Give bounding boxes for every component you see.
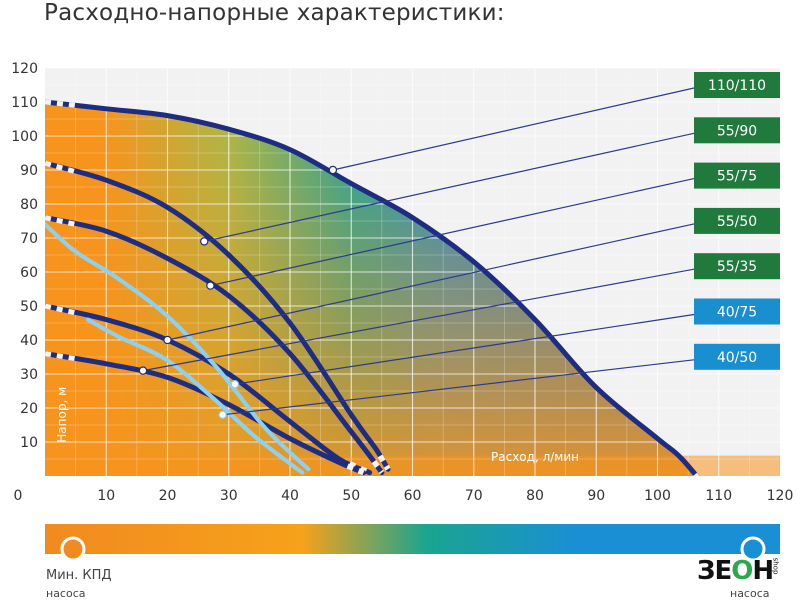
curve-marker (218, 410, 227, 419)
curve-marker (206, 281, 215, 290)
legend-badge-55-90: 55/90 (694, 117, 780, 144)
x-tick-label: 10 (97, 488, 115, 504)
tick-labels: 10 20 30 40 50 60 70 80 90 100 110 120 0 10 20 30 40 50 60… (11, 61, 793, 504)
min-efficiency-label: Мин. КПД насоса (46, 568, 112, 601)
legend-badge-40-75: 40/75 (694, 298, 780, 325)
logo-part-o: О (731, 556, 753, 586)
legend-badge-label: 40/50 (717, 350, 757, 366)
fill-bottom-band (45, 102, 719, 476)
legend-badge-55-35: 55/35 (694, 253, 780, 280)
leader-line (210, 178, 695, 287)
y-tick-label: 60 (20, 265, 38, 281)
x-tick-label: 50 (342, 488, 360, 504)
min-efficiency-label-line2: насоса (46, 587, 86, 600)
leader-line (204, 132, 695, 242)
legend-badge-box (694, 117, 780, 144)
y-tick-label: 90 (20, 163, 38, 179)
legend-badge-label: 55/75 (717, 169, 757, 185)
x-tick-label: 60 (404, 488, 422, 504)
series-dash-end (348, 461, 371, 476)
x-tick-label: 80 (526, 488, 544, 504)
leader-lines (142, 87, 695, 416)
leader-line (332, 87, 695, 171)
max-efficiency-icon (740, 536, 766, 562)
min-efficiency-label-line1: Мин. КПД (46, 568, 112, 583)
series-dash-start (45, 351, 80, 362)
legend-badge-label: 55/90 (717, 123, 757, 139)
y-tick-label: 10 (20, 435, 38, 451)
series-line-55-35 (45, 351, 366, 476)
curve-marker (328, 165, 338, 175)
x-tick-label: 40 (281, 488, 299, 504)
y-tick-label: 120 (11, 61, 38, 77)
curve-marker (200, 237, 209, 246)
legend-badge-55-75: 55/75 (694, 162, 780, 189)
y-axis-label: Напор, м (55, 387, 69, 443)
series-line-40-75 (45, 222, 311, 472)
y-tick-label: 30 (20, 367, 38, 383)
curve-markers (138, 165, 338, 419)
y-tick-label: 40 (20, 333, 38, 349)
min-efficiency-icon (60, 536, 86, 562)
leader-line (222, 359, 695, 416)
series-dash-start (45, 99, 79, 109)
logo-part-a: ЗЕ (697, 556, 732, 586)
leader-line (234, 313, 695, 385)
series-dash-end (371, 459, 385, 475)
x-axis-label: Расход, л/мин (491, 450, 579, 464)
x-tick-label: 30 (220, 488, 238, 504)
x-tick-label: 0 (14, 488, 23, 504)
legend-badge-box (694, 253, 780, 280)
legend-badge-55-50: 55/50 (694, 207, 780, 234)
legend-badge-label: 55/50 (717, 214, 757, 230)
x-tick-label: 120 (767, 488, 794, 504)
series-line-55-90 (45, 160, 391, 472)
curve-marker (138, 366, 148, 375)
legend-badges: 110/110 55/90 55/75 55/50 55/35 40/75 40/50 (694, 72, 780, 370)
y-tick-label: 20 (20, 401, 38, 417)
y-tick-label: 100 (11, 129, 38, 145)
y-tick-label: 50 (20, 299, 38, 315)
curve-marker (230, 380, 240, 389)
series-line-55-75 (45, 215, 385, 476)
zeon-logo: ЗЕОН (697, 556, 774, 586)
legend-badge-box (694, 162, 780, 189)
series-dash-start (45, 160, 80, 175)
legend-badge-box (694, 72, 780, 98)
logo-small: shop (771, 557, 780, 575)
series-line-40-50 (85, 317, 305, 475)
series-lines (45, 99, 700, 476)
x-tick-label: 90 (587, 488, 605, 504)
legend-badge-box (694, 207, 780, 234)
max-efficiency-label: насоса (730, 587, 770, 600)
leader-line (142, 268, 695, 372)
x-tick-label: 70 (465, 488, 483, 504)
legend-badge-box (694, 298, 780, 325)
y-tick-label: 80 (20, 197, 38, 213)
curve-marker (163, 335, 172, 345)
legend-badge-label: 110/110 (708, 78, 766, 94)
logo-part-b: Н (752, 556, 774, 586)
page-title: Расходно-напорные характеристики: (44, 0, 505, 26)
series-dash-end (346, 463, 365, 476)
legend-badge-box (694, 343, 780, 370)
y-tick-label: 70 (20, 231, 38, 247)
series-dash-start (45, 303, 80, 316)
leader-line (167, 223, 695, 341)
series-line-110-110 (45, 99, 700, 476)
x-tick-label: 110 (705, 488, 732, 504)
y-tick-label: 110 (11, 95, 38, 111)
efficiency-gradient-bar (45, 524, 780, 554)
x-tick-label: 20 (159, 488, 177, 504)
legend-badge-40-50: 40/50 (694, 343, 780, 370)
legend-badge-label: 40/75 (717, 305, 757, 321)
x-tick-label: 100 (644, 488, 671, 504)
legend-badge-110-110: 110/110 (694, 72, 780, 98)
series-dash-start (45, 215, 80, 228)
series-dash-end (377, 454, 391, 471)
series-line-55-50 (45, 303, 373, 476)
legend-badge-label: 55/35 (717, 259, 757, 275)
